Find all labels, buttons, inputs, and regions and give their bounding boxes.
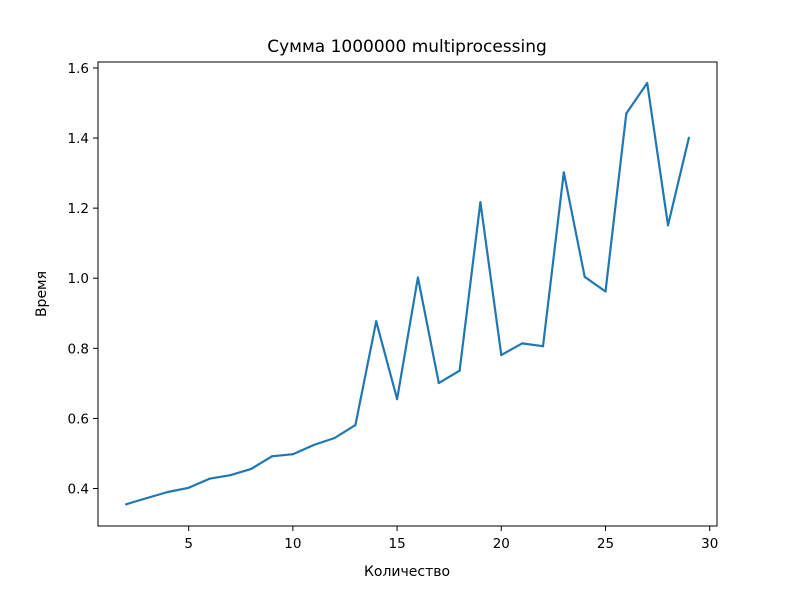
- y-tick-label: 0.8: [68, 341, 89, 357]
- y-tick-label: 1.0: [68, 271, 89, 287]
- data-point: [291, 453, 294, 456]
- y-tick-label: 0.4: [68, 482, 89, 498]
- x-axis-label: Количество: [364, 564, 450, 580]
- x-tick-label: 25: [597, 536, 614, 552]
- x-tick-label: 20: [493, 536, 510, 552]
- data-point: [437, 381, 440, 385]
- y-tick-label: 0.6: [68, 411, 89, 427]
- y-tick-label: 1.6: [68, 61, 89, 77]
- data-point: [395, 398, 399, 401]
- data-point: [562, 171, 565, 174]
- x-tick-label: 30: [701, 536, 718, 552]
- data-point: [416, 276, 420, 279]
- plot-frame: [97, 61, 718, 527]
- chart-title: Сумма 1000000 multiprocessing: [267, 37, 547, 57]
- data-point: [666, 224, 670, 227]
- data-point: [187, 486, 190, 489]
- x-tick-label: 5: [184, 536, 193, 552]
- y-tick-label: 1.2: [68, 201, 89, 217]
- data-point: [250, 467, 253, 470]
- data-point: [312, 443, 315, 447]
- x-tick-label: 10: [284, 536, 301, 552]
- data-point: [125, 503, 128, 506]
- y-tick-label: 1.4: [68, 131, 89, 147]
- data-point: [375, 320, 378, 323]
- data-point: [333, 436, 336, 440]
- data-point: [687, 136, 690, 139]
- data-point: [354, 423, 357, 427]
- data-point: [229, 474, 232, 477]
- data-point: [541, 345, 545, 348]
- series-line: [125, 81, 690, 506]
- data-point: [479, 201, 482, 204]
- data-point: [625, 112, 628, 115]
- data-point: [583, 275, 586, 278]
- data-point: [145, 496, 149, 500]
- data-point: [166, 490, 169, 494]
- data-point: [604, 290, 607, 293]
- data-point: [458, 369, 461, 372]
- data-point: [500, 353, 503, 357]
- data-point: [208, 477, 211, 480]
- x-tick-label: 15: [388, 536, 405, 552]
- y-axis-label: Время: [34, 271, 50, 317]
- data-point: [521, 342, 524, 345]
- data-point: [270, 455, 274, 458]
- data-point: [646, 81, 649, 85]
